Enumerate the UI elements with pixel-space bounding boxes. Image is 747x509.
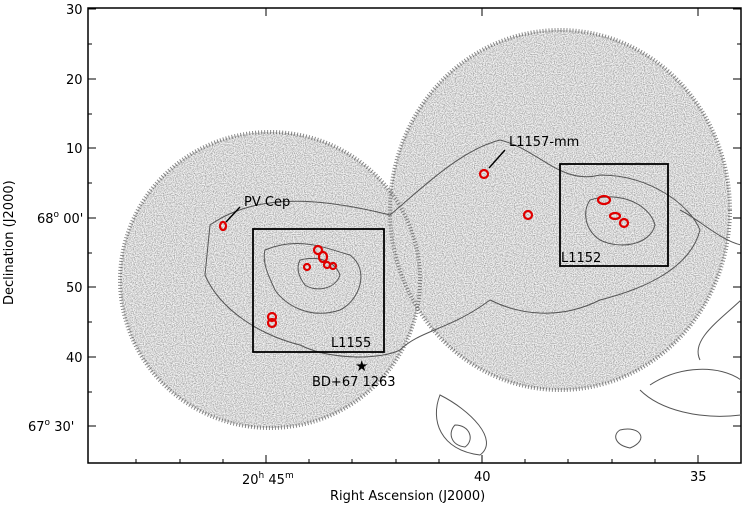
field-edge-right	[388, 28, 732, 392]
y-tick-20: 20	[66, 73, 83, 88]
x-axis-ticks	[135, 8, 699, 463]
star-icon: ★	[355, 357, 368, 375]
y-tick-30: 30	[66, 3, 83, 18]
y-tick-67deg: 67o 30'	[28, 418, 74, 435]
y-axis-ticks	[88, 8, 741, 427]
y-tick-40: 40	[66, 351, 83, 366]
y-axis-title: Declination (J2000)	[2, 180, 17, 305]
region-box-l1155	[252, 228, 385, 353]
pvcep-pointer	[225, 206, 241, 223]
y-tick-10: 10	[66, 142, 83, 157]
l1157-pointer	[488, 149, 506, 169]
x-axis-title: Right Ascension (J2000)	[330, 489, 485, 504]
field-edge-left	[118, 130, 422, 430]
y-tick-68deg: 68o 00'	[37, 210, 83, 227]
y-tick-50: 50	[66, 281, 83, 296]
label-pvcep: PV Cep	[244, 195, 290, 210]
label-l1152: L1152	[561, 251, 601, 266]
label-l1155: L1155	[331, 336, 371, 351]
x-tick-40: 40	[474, 470, 491, 485]
dense-cores	[218, 168, 630, 329]
label-star: BD+67 1263	[312, 375, 396, 390]
region-box-l1152	[559, 163, 669, 267]
x-tick-35: 35	[690, 470, 707, 485]
x-tick-20h45m: 20h 45m	[242, 471, 294, 488]
label-l1157: L1157-mm	[509, 135, 579, 150]
